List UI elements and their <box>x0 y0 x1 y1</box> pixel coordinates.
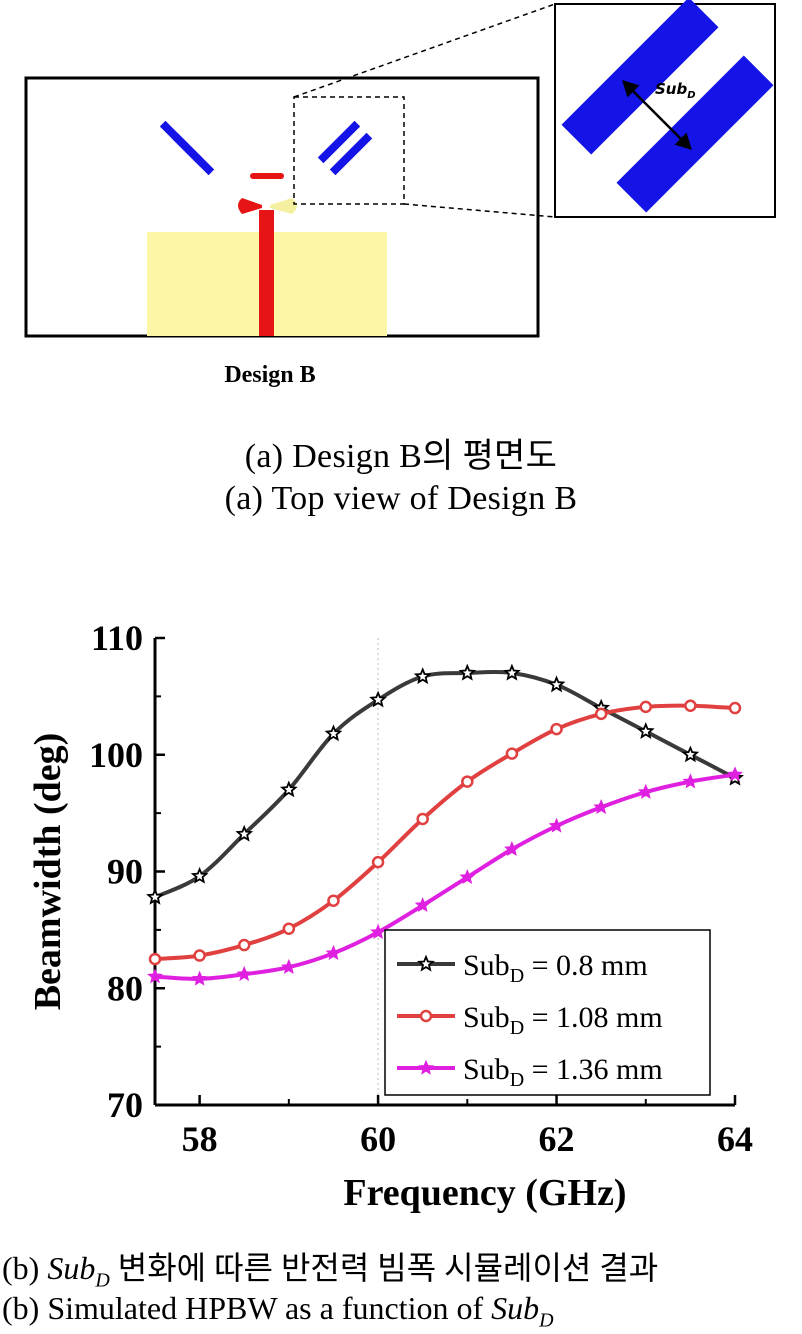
legend-marker-1 <box>417 954 435 972</box>
series-2-point-3 <box>237 938 251 952</box>
inset-directors <box>561 0 774 213</box>
series-3-point-8 <box>459 868 476 885</box>
zoom-line-top <box>293 3 556 98</box>
series-3-point-14 <box>727 766 743 782</box>
series-1-point-2 <box>190 866 209 884</box>
x-tick-label-62: 62 <box>539 1119 575 1159</box>
series-2-point-6 <box>371 855 385 869</box>
y-tick-label-100: 100 <box>89 735 143 775</box>
left-director-pair <box>159 120 215 176</box>
y-tick-label-90: 90 <box>107 852 143 892</box>
series-2-point-4 <box>282 922 296 935</box>
series-3-point-4 <box>280 958 297 974</box>
series-3-point-9 <box>504 840 520 857</box>
series-1-point-6 <box>369 690 387 708</box>
dipole-arm-right <box>270 198 297 214</box>
series-2-point-14 <box>728 701 742 715</box>
legend-label-1: SubD = 0.8 mm <box>463 949 648 987</box>
legend-marker-2 <box>419 1009 433 1023</box>
caption-a-korean: (a) Design B의 평면도 <box>244 438 558 475</box>
series-3-point-11 <box>593 799 610 815</box>
caption-b-english: (b) Simulated HPBW as a function of SubD <box>2 1290 554 1332</box>
series-2-point-2 <box>193 949 206 962</box>
series-3-point-6 <box>370 923 386 939</box>
series-1-point-8 <box>458 663 477 681</box>
y-tick-label-110: 110 <box>91 618 143 658</box>
series-3-point-2 <box>191 970 208 986</box>
series-3-point-10 <box>548 817 565 833</box>
x-tick-label-58: 58 <box>182 1119 218 1159</box>
series-1-point-1 <box>146 887 164 905</box>
caption-b-korean: (b) SubD 변화에 따른 반전력 빔폭 시뮬레이션 결과 <box>2 1250 659 1292</box>
series-2-point-13 <box>684 699 697 712</box>
series-2-point-5 <box>327 894 340 907</box>
design-b-layout-figure: SubD <box>24 0 776 338</box>
caption-a-english: (a) Top view of Design B <box>224 480 578 517</box>
series-2-point-10 <box>550 722 563 736</box>
dipole-arm-left <box>238 198 262 214</box>
y-tick-label-70: 70 <box>107 1085 143 1125</box>
series-2-point-1 <box>148 952 162 966</box>
beamwidth-chart: 70 80 90 100 110 58 60 62 64 Frequency (GHz) Beamw… <box>27 618 753 1214</box>
red-director <box>250 173 284 179</box>
series-2-point-12 <box>639 700 653 714</box>
series-3-point-12 <box>637 783 654 799</box>
zoom-box <box>293 96 405 205</box>
series-3-point-13 <box>682 773 699 789</box>
series-1-point-9 <box>503 663 521 681</box>
series-1-point-5 <box>324 724 343 742</box>
series-1-point-4 <box>279 780 298 798</box>
zoom-line-bottom <box>403 203 556 218</box>
series-1-point-3 <box>235 824 254 842</box>
x-tick-label-64: 64 <box>717 1119 753 1159</box>
inset-label: SubD <box>655 80 696 101</box>
series-1-point-10 <box>547 675 566 693</box>
series-2-point-7 <box>416 812 429 826</box>
sub-d-arrow <box>622 80 692 150</box>
legend-label-2: SubD = 1.08 mm <box>463 1001 663 1039</box>
series-1-point-12 <box>636 722 655 740</box>
x-tick-label-60: 60 <box>360 1119 396 1159</box>
series-1-point-13 <box>681 745 700 763</box>
design-label: Design B <box>224 362 316 388</box>
legend-label-3: SubD = 1.36 mm <box>463 1053 663 1091</box>
y-axis-label: Beamwidth (deg) <box>27 733 69 1011</box>
series-2-point-11 <box>594 707 608 721</box>
series-3-point-5 <box>325 944 342 960</box>
series-3-point-7 <box>414 897 431 913</box>
feed-line <box>259 210 274 336</box>
right-director-pair <box>317 120 373 176</box>
series-3-point-3 <box>236 965 253 981</box>
series-2-point-8 <box>461 775 474 788</box>
x-axis-label: Frequency (GHz) <box>343 1172 626 1214</box>
legend-marker-3 <box>418 1059 434 1075</box>
series-2-point-9 <box>505 747 519 760</box>
series-1-point-7 <box>413 667 432 685</box>
y-tick-label-80: 80 <box>107 968 143 1008</box>
series-3-point-1 <box>147 968 163 984</box>
